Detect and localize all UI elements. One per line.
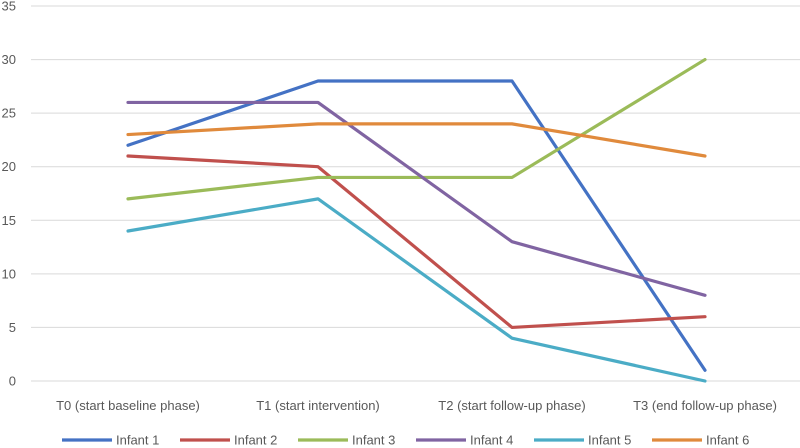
series-lines [126, 57, 707, 383]
series-line-5 [126, 197, 707, 383]
x-tick-label: T0 (start baseline phase) [56, 398, 200, 413]
x-tick-label: T3 (end follow-up phase) [633, 398, 777, 413]
gridlines [31, 5, 800, 382]
y-tick-label: 30 [2, 52, 16, 67]
y-tick-label: 35 [2, 0, 16, 14]
series-line-3 [126, 57, 707, 201]
series-line-4 [126, 100, 707, 297]
y-axis-ticks: 0 5 10 15 20 25 30 35 [2, 0, 16, 389]
legend-label-4: Infant 4 [470, 433, 513, 448]
y-tick-label: 10 [2, 266, 16, 281]
legend-label-3: Infant 3 [352, 433, 395, 448]
x-axis-ticks: T0 (start baseline phase) T1 (start inter… [56, 398, 777, 413]
series-line-1 [126, 79, 707, 372]
series-line-6 [126, 122, 707, 158]
y-tick-label: 15 [2, 213, 16, 228]
legend-label-6: Infant 6 [706, 433, 749, 448]
x-tick-label: T2 (start follow-up phase) [438, 398, 585, 413]
y-tick-label: 0 [9, 374, 16, 389]
legend-label-2: Infant 2 [234, 433, 277, 448]
y-tick-label: 20 [2, 159, 16, 174]
y-tick-label: 25 [2, 106, 16, 121]
x-tick-label: T1 (start intervention) [256, 398, 380, 413]
series-line-2 [126, 154, 707, 330]
legend-label-5: Infant 5 [588, 433, 631, 448]
legend-label-1: Infant 1 [116, 433, 159, 448]
y-tick-label: 5 [9, 320, 16, 335]
legend: Infant 1 Infant 2 Infant 3 Infant 4 Infant 5… [62, 433, 749, 448]
